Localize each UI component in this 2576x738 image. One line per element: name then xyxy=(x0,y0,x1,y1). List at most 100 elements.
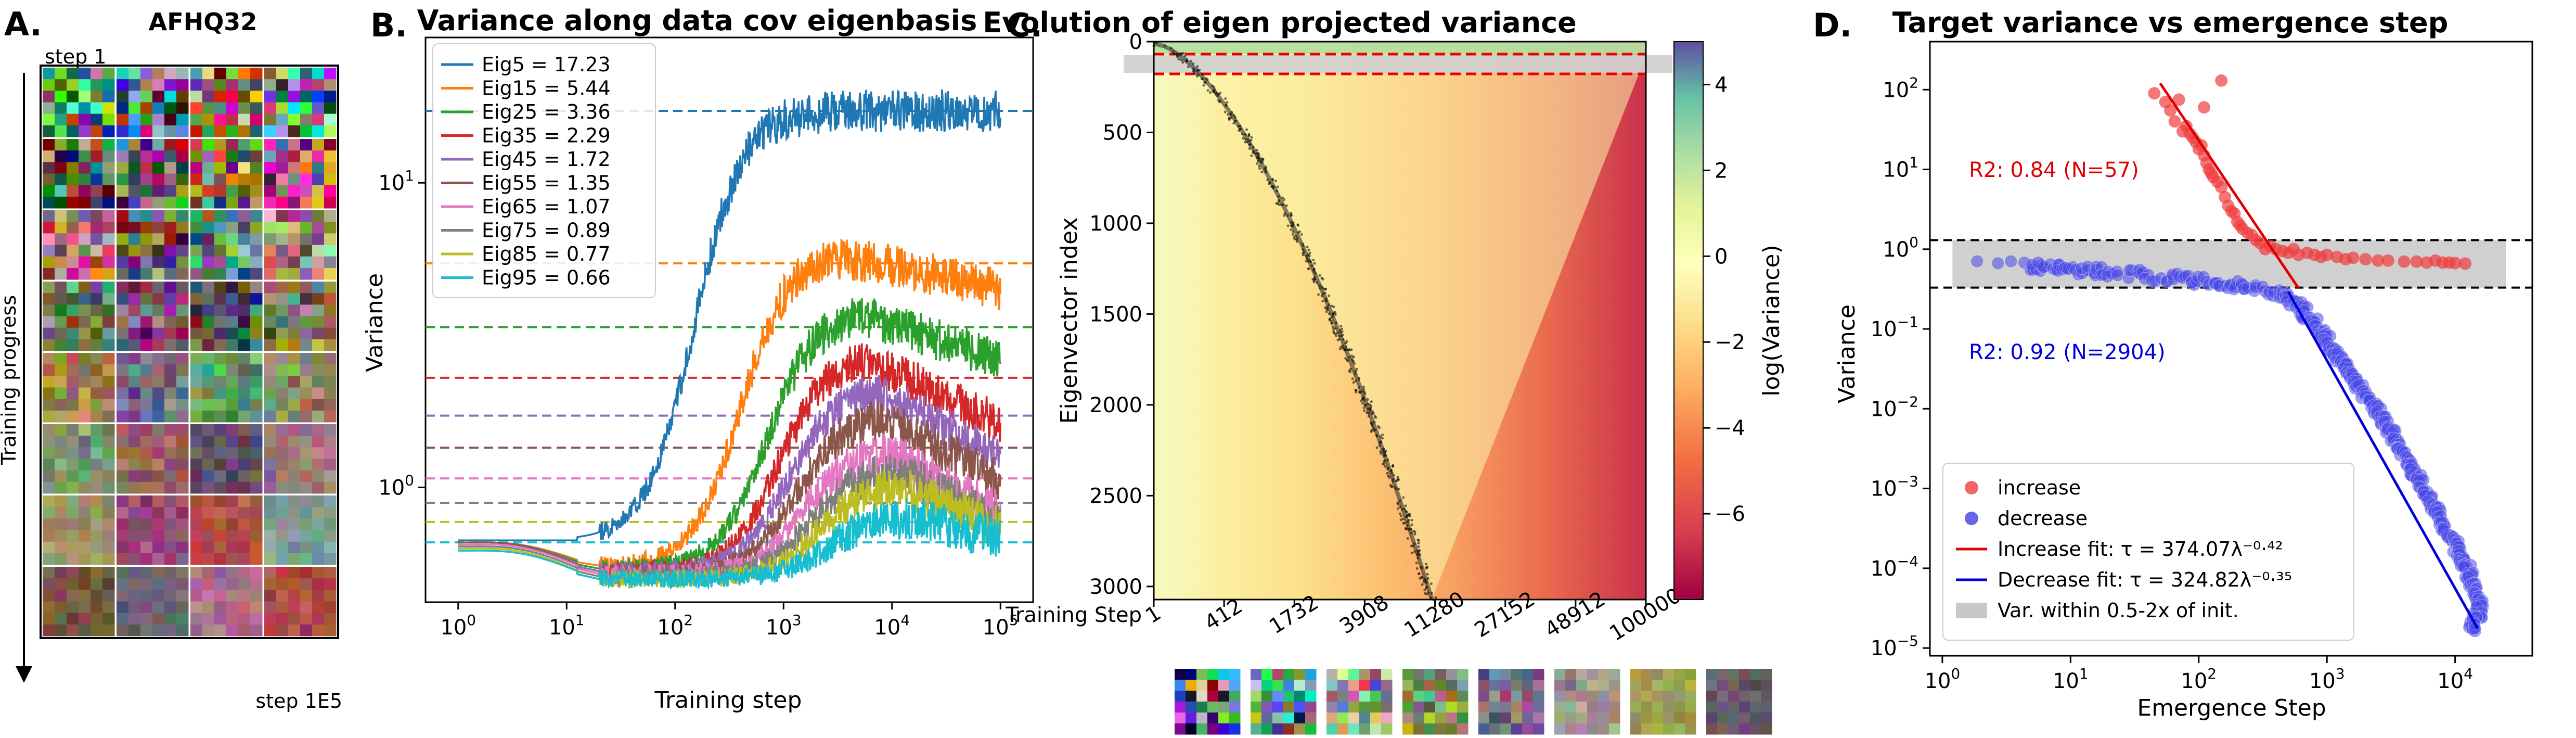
sample-pixel xyxy=(202,353,215,365)
sample-pixel xyxy=(91,268,103,280)
sample-pixel xyxy=(91,495,103,507)
sample-pixel xyxy=(117,210,129,222)
emergence-dot xyxy=(1300,233,1303,236)
emergence-dot xyxy=(1417,550,1420,553)
sample-pixel xyxy=(324,541,337,554)
emergence-dot xyxy=(1252,151,1255,154)
sample-cell xyxy=(190,282,263,351)
sample-pixel xyxy=(55,102,67,114)
sample-pixel xyxy=(43,541,55,554)
panel-b-ylabel: Variance xyxy=(362,273,388,372)
emergence-dot xyxy=(1232,114,1235,117)
sample-pixel xyxy=(55,578,67,590)
sample-pixel xyxy=(117,113,129,126)
emergence-dot xyxy=(1341,344,1344,347)
thumbnail xyxy=(1630,669,1696,735)
sample-pixel xyxy=(117,590,129,602)
emergence-dot xyxy=(1360,390,1363,393)
sample-pixel xyxy=(140,481,153,494)
sample-pixel xyxy=(128,590,141,602)
sample-pixel xyxy=(55,245,67,257)
emergence-dot xyxy=(1346,359,1349,362)
sample-cell xyxy=(117,210,189,280)
sample-pixel xyxy=(117,541,129,554)
thumbnail-pixel xyxy=(1251,702,1262,713)
sample-pixel xyxy=(102,125,115,137)
sample-pixel xyxy=(190,578,203,590)
sample-pixel xyxy=(238,613,251,625)
emergence-dot xyxy=(1425,593,1428,595)
sample-pixel xyxy=(276,470,289,482)
emergence-dot xyxy=(1209,91,1212,94)
emergence-dot xyxy=(1332,330,1335,333)
sample-pixel xyxy=(67,196,79,209)
sample-pixel xyxy=(55,459,67,471)
sample-pixel xyxy=(55,601,67,614)
sample-pixel xyxy=(117,327,129,340)
thumbnail-pixel xyxy=(1587,691,1599,702)
sample-pixel xyxy=(117,282,129,294)
sample-pixel xyxy=(238,233,251,245)
sample-pixel xyxy=(238,102,251,114)
legend-label-eig5: Eig5 = 17.23 xyxy=(482,53,611,76)
thumbnail-pixel xyxy=(1533,723,1544,735)
sample-pixel xyxy=(250,316,263,328)
thumbnail-pixel xyxy=(1663,691,1675,702)
emergence-dot xyxy=(1365,411,1368,414)
sample-pixel xyxy=(250,578,263,590)
sample-pixel xyxy=(152,304,165,316)
panel-c-title: Evolution of eigen projected variance xyxy=(983,6,1577,39)
sample-cell xyxy=(117,424,189,494)
y-tick-label: 10−2 xyxy=(1871,393,1918,421)
sample-pixel xyxy=(176,410,189,423)
sample-pixel xyxy=(288,567,301,579)
sample-pixel xyxy=(202,68,215,80)
sample-pixel xyxy=(250,339,263,351)
sample-pixel xyxy=(176,376,189,388)
sample-pixel xyxy=(312,459,325,471)
sample-pixel xyxy=(276,233,289,245)
sample-pixel xyxy=(226,410,239,423)
x-tick-label: 100 xyxy=(1925,665,1961,693)
panel-d-x-ticks: 100 101 102 103 104 xyxy=(1925,656,2473,693)
sample-pixel xyxy=(190,567,203,579)
sample-pixel xyxy=(152,79,165,91)
y-tick-label: 10−4 xyxy=(1871,553,1918,581)
sample-pixel xyxy=(152,113,165,126)
sample-pixel xyxy=(152,578,165,590)
sample-pixel xyxy=(300,293,313,305)
sample-pixel xyxy=(43,376,55,388)
sample-pixel xyxy=(79,173,91,186)
sample-pixel xyxy=(276,327,289,340)
sample-pixel xyxy=(288,102,301,114)
thumbnail-pixel xyxy=(1272,702,1284,713)
sample-cell xyxy=(190,353,263,423)
sample-pixel xyxy=(324,316,337,328)
sample-pixel xyxy=(91,185,103,197)
sample-pixel xyxy=(55,222,67,234)
emergence-dot xyxy=(1360,399,1363,402)
emergence-dot xyxy=(1186,60,1189,63)
sample-pixel xyxy=(164,436,177,448)
emergence-dot xyxy=(1169,47,1173,49)
sample-pixel xyxy=(164,578,177,590)
sample-pixel xyxy=(264,327,277,340)
sample-pixel xyxy=(43,327,55,340)
sample-cell xyxy=(264,282,337,351)
thumbnail-pixel xyxy=(1196,691,1208,702)
sample-pixel xyxy=(67,530,79,542)
sample-pixel xyxy=(202,481,215,494)
emergence-dot xyxy=(1248,147,1251,150)
sample-pixel xyxy=(176,578,189,590)
sample-pixel xyxy=(264,613,277,625)
thumbnail-pixel xyxy=(1717,723,1729,735)
sample-pixel xyxy=(300,410,313,423)
sample-pixel xyxy=(276,601,289,614)
colorbar-tick-label: 0 xyxy=(1715,245,1728,269)
sample-pixel xyxy=(102,578,115,590)
sample-pixel xyxy=(91,233,103,245)
thumbnail-pixel xyxy=(1305,680,1317,691)
emergence-dot xyxy=(1426,572,1429,576)
sample-pixel xyxy=(55,304,67,316)
x-tick-label: 102 xyxy=(2181,665,2217,693)
